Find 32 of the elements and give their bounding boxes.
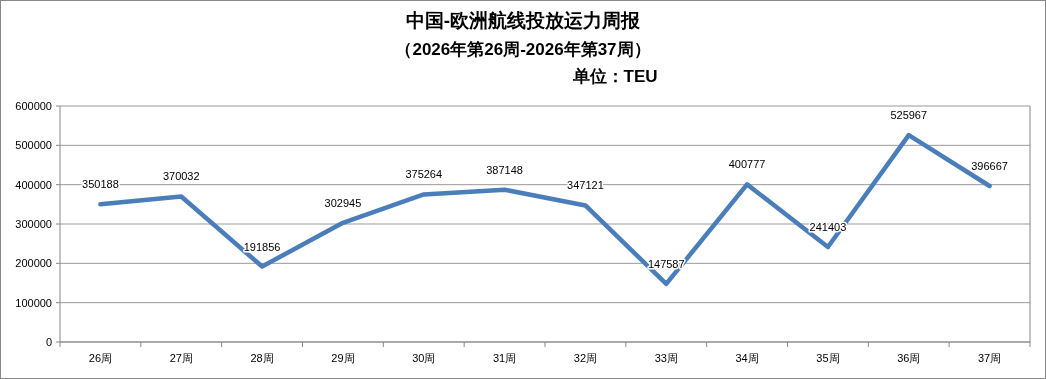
text: 单位：TEU bbox=[571, 67, 658, 86]
x-tick-label: 33周 bbox=[654, 352, 678, 364]
x-tick-label: 32周 bbox=[573, 352, 598, 364]
x-tick-label: 26周 bbox=[88, 352, 113, 364]
y-tick-label: 600000 bbox=[15, 100, 52, 112]
data-label: 375264 bbox=[405, 168, 443, 181]
x-tick-label: 35周 bbox=[816, 352, 840, 364]
y-tick-label: 300000 bbox=[15, 218, 52, 230]
data-label: 350188 bbox=[82, 178, 119, 191]
x-tick-label: 28周 bbox=[250, 352, 274, 364]
chart-subtitle: （2026年第26周-2026年第37周） bbox=[395, 40, 651, 59]
y-tick-label: 100000 bbox=[15, 296, 52, 309]
data-label: 302945 bbox=[324, 196, 362, 209]
x-tick-label: 34周 bbox=[735, 352, 759, 364]
y-tick-label: 500000 bbox=[15, 139, 52, 152]
data-label: 370032 bbox=[162, 170, 200, 183]
data-label: 396667 bbox=[971, 159, 1008, 172]
x-tick-label: 27周 bbox=[169, 352, 193, 364]
data-label: 191856 bbox=[243, 240, 281, 253]
x-tick-label: 29周 bbox=[331, 352, 355, 364]
chart-title: 中国-欧洲航线投放运力周报 bbox=[405, 10, 642, 31]
data-label: 347121 bbox=[567, 179, 604, 192]
x-tick-label: 30周 bbox=[412, 352, 436, 364]
x-tick-label: 37周 bbox=[977, 352, 1002, 364]
data-label: 525967 bbox=[890, 109, 928, 122]
y-tick-label: 0 bbox=[45, 336, 52, 348]
y-tick-label: 200000 bbox=[15, 257, 52, 270]
y-tick-label: 400000 bbox=[15, 178, 52, 191]
x-tick-label: 36周 bbox=[897, 352, 921, 364]
data-label: 387148 bbox=[486, 163, 523, 176]
x-tick-label: 31周 bbox=[492, 352, 517, 364]
data-label: 400777 bbox=[728, 158, 766, 171]
